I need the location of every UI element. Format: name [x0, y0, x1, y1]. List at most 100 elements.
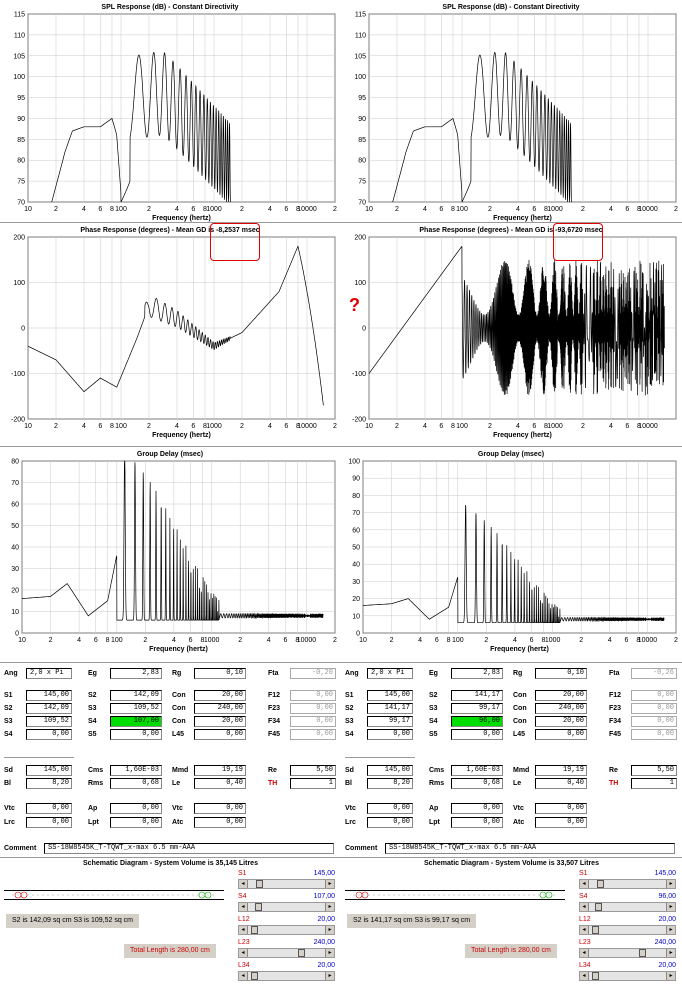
f23-field[interactable]: 0,00: [290, 703, 336, 714]
f34-field[interactable]: 0,00: [631, 716, 677, 727]
slider-l23[interactable]: L23 240,00 ◂ ▸: [579, 939, 676, 963]
slider-thumb[interactable]: [639, 949, 647, 957]
vtc-field[interactable]: 0,00: [367, 803, 413, 814]
s1-field[interactable]: 145,00: [367, 690, 413, 701]
slider-right-arrow-icon[interactable]: ▸: [666, 949, 675, 957]
cms-field[interactable]: 1,60E-03: [110, 765, 162, 776]
con3-field[interactable]: 20,00: [535, 716, 587, 727]
s4-field[interactable]: 107,00: [110, 716, 162, 727]
f34-field[interactable]: 0,00: [290, 716, 336, 727]
ang-field[interactable]: 2,0 x Pi: [367, 668, 413, 679]
s2b-field[interactable]: 142,09: [26, 703, 72, 714]
vtc2-field[interactable]: 0,00: [535, 803, 587, 814]
s3-field[interactable]: 109,52: [110, 703, 162, 714]
slider-track[interactable]: ◂ ▸: [238, 925, 335, 935]
slider-s4[interactable]: S4 96,00 ◂ ▸: [579, 893, 676, 917]
comment-input[interactable]: SS-18W8545K_T-TQWT_x-max 6.5 mm-AAA: [44, 843, 334, 854]
bl-field[interactable]: 8,20: [26, 778, 72, 789]
slider-l34[interactable]: L34 20,00 ◂ ▸: [238, 962, 335, 986]
slider-l12[interactable]: L12 20,00 ◂ ▸: [238, 916, 335, 940]
ap-field[interactable]: 0,00: [110, 803, 162, 814]
ang-field[interactable]: 2,0 x Pi: [26, 668, 72, 679]
atc-field[interactable]: 0,00: [194, 817, 246, 828]
s5-field[interactable]: 0,00: [110, 729, 162, 740]
eg-field[interactable]: 2,83: [110, 668, 162, 679]
slider-track[interactable]: ◂ ▸: [238, 879, 335, 889]
ap-field[interactable]: 0,00: [451, 803, 503, 814]
s3b-field[interactable]: 99,17: [367, 716, 413, 727]
slider-l34[interactable]: L34 20,00 ◂ ▸: [579, 962, 676, 986]
slider-right-arrow-icon[interactable]: ▸: [325, 903, 334, 911]
re-field[interactable]: 5,50: [631, 765, 677, 776]
mmd-field[interactable]: 19,19: [194, 765, 246, 776]
slider-s1[interactable]: S1 145,00 ◂ ▸: [579, 870, 676, 894]
slider-thumb[interactable]: [594, 903, 602, 911]
slider-thumb[interactable]: [255, 903, 262, 911]
f12-field[interactable]: 0,00: [290, 690, 336, 701]
f23-field[interactable]: 0,00: [631, 703, 677, 714]
s2b-field[interactable]: 141,17: [367, 703, 413, 714]
con3-field[interactable]: 20,00: [194, 716, 246, 727]
comment-input[interactable]: SS-18W8545K_T-TQWT_x-max 6.5 mm-AAA: [385, 843, 675, 854]
s3b-field[interactable]: 109,52: [26, 716, 72, 727]
slider-thumb[interactable]: [298, 949, 306, 957]
l45-field[interactable]: 0,00: [535, 729, 587, 740]
slider-thumb[interactable]: [591, 926, 599, 934]
slider-l12[interactable]: L12 20,00 ◂ ▸: [579, 916, 676, 940]
le-field[interactable]: 0,40: [535, 778, 587, 789]
fta-field[interactable]: -0,26: [631, 668, 677, 679]
th-field[interactable]: 1: [290, 778, 336, 789]
f12-field[interactable]: 0,00: [631, 690, 677, 701]
slider-left-arrow-icon[interactable]: ◂: [239, 972, 248, 980]
s4b-field[interactable]: 0,00: [367, 729, 413, 740]
bl-field[interactable]: 8,20: [367, 778, 413, 789]
slider-left-arrow-icon[interactable]: ◂: [580, 926, 589, 934]
slider-thumb[interactable]: [250, 972, 258, 980]
slider-left-arrow-icon[interactable]: ◂: [239, 903, 248, 911]
lrc-field[interactable]: 0,00: [26, 817, 72, 828]
slider-s4[interactable]: S4 107,00 ◂ ▸: [238, 893, 335, 917]
mmd-field[interactable]: 19,19: [535, 765, 587, 776]
rms-field[interactable]: 0,68: [110, 778, 162, 789]
slider-s1[interactable]: S1 145,00 ◂ ▸: [238, 870, 335, 894]
s1-field[interactable]: 145,00: [26, 690, 72, 701]
rms-field[interactable]: 0,68: [451, 778, 503, 789]
rg-field[interactable]: 0,10: [535, 668, 587, 679]
s5-field[interactable]: 0,00: [451, 729, 503, 740]
slider-right-arrow-icon[interactable]: ▸: [325, 972, 334, 980]
slider-right-arrow-icon[interactable]: ▸: [325, 880, 334, 888]
cms-field[interactable]: 1,60E-03: [451, 765, 503, 776]
rg-field[interactable]: 0,10: [194, 668, 246, 679]
f45-field[interactable]: 0,00: [290, 729, 336, 740]
slider-right-arrow-icon[interactable]: ▸: [325, 926, 334, 934]
atc-field[interactable]: 0,00: [535, 817, 587, 828]
slider-track[interactable]: ◂ ▸: [238, 971, 335, 981]
slider-thumb[interactable]: [250, 926, 258, 934]
lpt-field[interactable]: 0,00: [110, 817, 162, 828]
vtc2-field[interactable]: 0,00: [194, 803, 246, 814]
vtc-field[interactable]: 0,00: [26, 803, 72, 814]
slider-track[interactable]: ◂ ▸: [579, 948, 676, 958]
con1-field[interactable]: 20,00: [194, 690, 246, 701]
slider-track[interactable]: ◂ ▸: [238, 902, 335, 912]
slider-track[interactable]: ◂ ▸: [238, 948, 335, 958]
slider-left-arrow-icon[interactable]: ◂: [580, 972, 589, 980]
slider-track[interactable]: ◂ ▸: [579, 879, 676, 889]
slider-right-arrow-icon[interactable]: ▸: [666, 926, 675, 934]
slider-track[interactable]: ◂ ▸: [579, 902, 676, 912]
slider-thumb[interactable]: [591, 972, 599, 980]
slider-right-arrow-icon[interactable]: ▸: [325, 949, 334, 957]
eg-field[interactable]: 2,83: [451, 668, 503, 679]
s4-field[interactable]: 96,00: [451, 716, 503, 727]
slider-left-arrow-icon[interactable]: ◂: [580, 949, 589, 957]
slider-left-arrow-icon[interactable]: ◂: [580, 880, 589, 888]
lrc-field[interactable]: 0,00: [367, 817, 413, 828]
s2-field[interactable]: 142,09: [110, 690, 162, 701]
s3-field[interactable]: 99,17: [451, 703, 503, 714]
slider-thumb[interactable]: [597, 880, 605, 888]
slider-right-arrow-icon[interactable]: ▸: [666, 880, 675, 888]
lpt-field[interactable]: 0,00: [451, 817, 503, 828]
l45-field[interactable]: 0,00: [194, 729, 246, 740]
s2-field[interactable]: 141,17: [451, 690, 503, 701]
sd-field[interactable]: 145,00: [26, 765, 72, 776]
